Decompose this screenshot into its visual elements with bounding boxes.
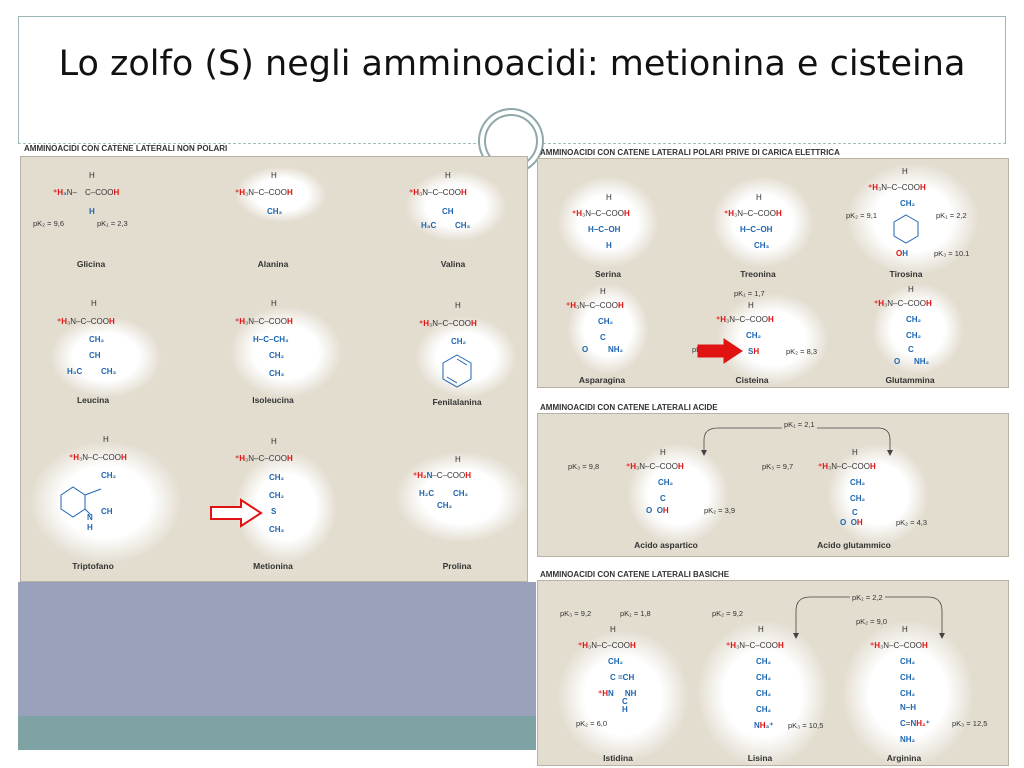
valina-label: Valina bbox=[440, 259, 466, 269]
tirosina-pk2: pK₂ = 9,1 bbox=[846, 211, 878, 220]
fenilalanina-label: Fenilalanina bbox=[432, 397, 482, 407]
basic-panel: pK₃ = 9,2 pK₁ = 1,8 H ⁺H₃N–C–COOH CH₂ C … bbox=[537, 580, 1009, 766]
isoleucina-label: Isoleucina bbox=[252, 395, 294, 405]
glutammina-label: Glutammina bbox=[885, 375, 935, 385]
aspartico-label: Acido aspartico bbox=[634, 540, 698, 550]
acidic-header: AMMINOACIDI CON CATENE LATERALI ACIDE bbox=[540, 403, 718, 412]
basic-header: AMMINOACIDI CON CATENE LATERALI BASICHE bbox=[540, 570, 730, 579]
treonina-label: Treonina bbox=[740, 269, 776, 279]
tirosina-pk1: pK₁ = 2,2 bbox=[936, 211, 967, 220]
glicina-label: Glicina bbox=[76, 259, 106, 269]
nonpolar-header: AMMINOACIDI CON CATENE LATERALI NON POLA… bbox=[24, 144, 228, 153]
aspartico-pk3: pK₃ = 9,8 bbox=[568, 462, 600, 471]
arginina-pk2: pK₂ = 9,0 bbox=[856, 617, 888, 626]
istidina-pk1: pK₁ = 1,8 bbox=[620, 609, 651, 618]
decor-block-blue bbox=[18, 582, 536, 716]
arginina-pk1: pK₁ = 2,2 bbox=[850, 593, 885, 602]
metionina-label: Metionina bbox=[253, 561, 293, 571]
istidina-pk2: pK₂ = 6,0 bbox=[576, 719, 608, 728]
lisina-label: Lisina bbox=[747, 753, 773, 763]
glutammico-pk3: pK₃ = 9,7 bbox=[762, 462, 794, 471]
serina-label: Serina bbox=[595, 269, 621, 279]
prolina-label: Prolina bbox=[442, 561, 472, 571]
slide-title: Lo zolfo (S) negli amminoacidi: metionin… bbox=[58, 44, 966, 84]
aspartico-pk2: pK₂ = 3,9 bbox=[704, 506, 736, 515]
leucina-label: Leucina bbox=[76, 395, 110, 405]
polar-header: AMMINOACIDI CON CATENE LATERALI POLARI P… bbox=[540, 148, 840, 157]
cisteina-pk3: pK₃ = 10,8 bbox=[692, 345, 728, 354]
tirosina-label: Tirosina bbox=[889, 269, 923, 279]
cisteina-pk1: pK₁ = 1,7 bbox=[734, 289, 765, 298]
arginina-pk3: pK₃ = 12,5 bbox=[952, 719, 988, 728]
triptofano-label: Triptofano bbox=[72, 561, 114, 571]
sulfur-atom-methionine: S bbox=[271, 507, 277, 516]
glicina-pk1: pK₁ = 2,3 bbox=[97, 219, 128, 228]
cisteina-pk2: pK₂ = 8,3 bbox=[786, 347, 818, 356]
polar-panel: H ⁺H₃N–C–COOH H–C–OH H Serina H ⁺H₃N–C–C… bbox=[537, 158, 1009, 388]
alanina-label: Alanina bbox=[257, 259, 289, 269]
acid-pk1: pK₁ = 2,1 bbox=[782, 420, 817, 429]
tirosina-pk3: pK₃ = 10.1 bbox=[934, 249, 970, 258]
nonpolar-panel: H ⁺H₃N– C–COOH H pK₂ = 9,6 pK₁ = 2,3 Gli… bbox=[20, 156, 528, 582]
sulfur-atom-cysteine: SH bbox=[748, 347, 760, 356]
title-frame bbox=[18, 16, 1006, 144]
acidic-panel: pK₁ = 2,1 H pK₃ = 9,8 ⁺H₃N–C–COOH CH₂ C … bbox=[537, 413, 1009, 557]
glicina-pk2: pK₂ = 9,6 bbox=[33, 219, 65, 228]
decor-block-teal bbox=[18, 716, 536, 750]
arginina-label: Arginina bbox=[886, 753, 922, 763]
cisteina-label: Cisteina bbox=[735, 375, 769, 385]
glutammico-label: Acido glutammico bbox=[817, 540, 891, 550]
istidina-label: Istidina bbox=[603, 753, 633, 763]
pk1-bracket bbox=[701, 427, 893, 456]
glutammico-pk2: pK₂ = 4,3 bbox=[896, 518, 928, 527]
lisina-pk3: pK₃ = 10,5 bbox=[788, 721, 824, 730]
lisina-pk2: pK₂ = 9,2 bbox=[712, 609, 744, 618]
asparagina-label: Asparagina bbox=[578, 375, 626, 385]
istidina-pk3: pK₃ = 9,2 bbox=[560, 609, 592, 618]
